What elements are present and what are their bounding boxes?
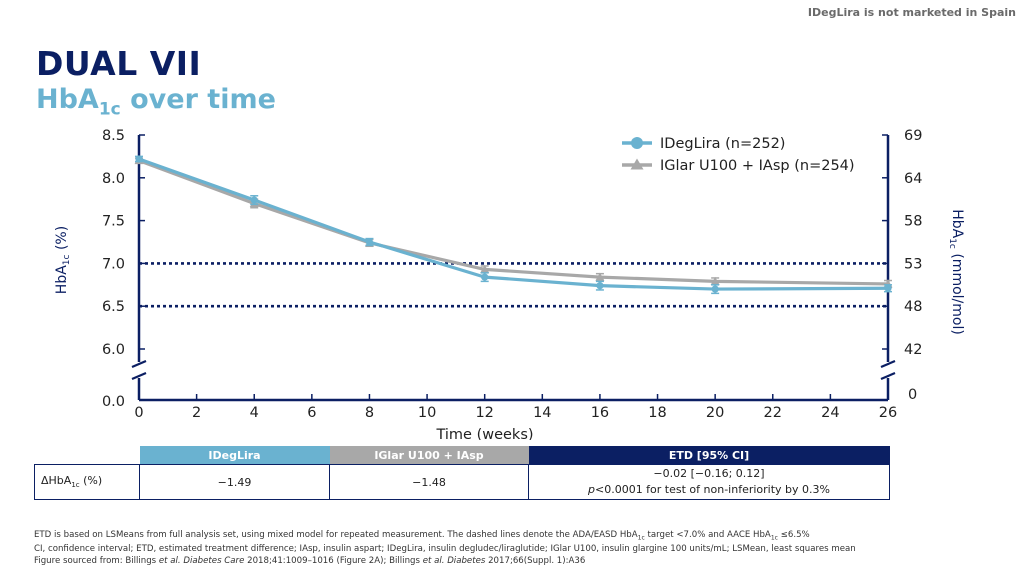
chart-axes xyxy=(131,135,896,402)
x-tick-label: 24 xyxy=(821,405,839,421)
row-label-hba1c: ΔHbA1c (%) xyxy=(34,464,140,500)
cell-iglar-value: −1.48 xyxy=(329,464,529,500)
y-right-tick-label: 48 xyxy=(904,299,922,315)
legend-label: IDegLira (n=252) xyxy=(660,136,785,152)
footnote-etd: ETD is based on LSMeans from full analys… xyxy=(34,530,810,542)
axis-break-mark xyxy=(880,371,896,381)
page-subtitle: HbA1c over time xyxy=(36,84,276,120)
data-point xyxy=(481,273,489,281)
data-point xyxy=(884,284,892,292)
cell-etd-value: −0.02 [−0.16; 0.12] p<0.0001 for test of… xyxy=(528,464,890,500)
page-title: DUAL VII xyxy=(36,44,202,83)
data-point xyxy=(595,272,605,281)
y-right-tick-label: 53 xyxy=(904,256,922,272)
chart-series xyxy=(134,155,893,295)
reference-lines xyxy=(139,262,888,308)
footnote-source: Figure sourced from: Billings et al. Dia… xyxy=(34,555,586,566)
axis-break-mark xyxy=(880,359,896,369)
y-right-tick-label: 58 xyxy=(904,214,922,230)
x-tick-label: 4 xyxy=(250,405,259,421)
disclaimer: IDegLira is not marketed in Spain xyxy=(807,6,1016,19)
x-tick-label: 2 xyxy=(192,405,201,421)
series-ideglira xyxy=(135,155,892,295)
x-tick-label: 6 xyxy=(307,405,316,421)
x-tick-label: 18 xyxy=(648,405,666,421)
axis-break-mark xyxy=(131,371,147,381)
series-line xyxy=(138,159,889,286)
x-tick-label: 22 xyxy=(764,405,782,421)
x-axis-label: Time (weeks) xyxy=(435,427,533,440)
footnotes: ETD is based on LSMeans from full analys… xyxy=(34,530,856,567)
x-tick-label: 10 xyxy=(418,405,436,421)
etd-table: IDegLira IGlar U100 + IAsp ETD [95% CI] … xyxy=(34,446,890,500)
y-left-zero-label: 0.0 xyxy=(102,394,125,410)
x-tick-label: 0 xyxy=(134,405,143,421)
table-header-iglar: IGlar U100 + IAsp xyxy=(329,446,529,465)
data-point xyxy=(250,196,258,204)
data-point xyxy=(480,264,490,273)
y-left-tick-label: 7.0 xyxy=(102,256,125,272)
x-tick-label: 14 xyxy=(533,405,551,421)
y-right-zero-label: 0 xyxy=(908,387,917,403)
series-line xyxy=(138,157,889,291)
legend-label: IGlar U100 + IAsp (n=254) xyxy=(660,158,855,174)
chart-legend: IDegLira (n=252) IGlar U100 + IAsp (n=254… xyxy=(622,136,855,174)
y-left-tick-label: 8.5 xyxy=(102,128,125,144)
footnote-abbreviations: CI, confidence interval; ETD, estimated … xyxy=(34,544,856,555)
y-left-tick-label: 7.5 xyxy=(102,214,125,230)
y-axis-label-left: HbA1c (%) xyxy=(54,226,72,294)
y-left-tick-label: 8.0 xyxy=(102,171,125,187)
x-tick-label: 20 xyxy=(706,405,724,421)
data-point xyxy=(365,238,374,246)
data-point xyxy=(135,155,143,163)
y-left-tick-label: 6.0 xyxy=(102,342,125,358)
x-tick-label: 8 xyxy=(365,405,374,421)
x-tick-label: 16 xyxy=(591,405,609,421)
table-header-ideglira: IDegLira xyxy=(139,446,330,465)
axis-break-mark xyxy=(131,359,147,369)
legend-circle-marker xyxy=(631,137,643,149)
x-tick-label: 26 xyxy=(879,405,897,421)
legend-triangle-marker xyxy=(630,158,644,170)
data-point xyxy=(596,282,604,290)
y-left-tick-label: 6.5 xyxy=(102,299,125,315)
series-iglar xyxy=(134,156,893,289)
x-tick-label: 12 xyxy=(475,405,493,421)
table-corner xyxy=(34,446,140,465)
y-right-tick-label: 64 xyxy=(904,171,922,187)
y-axis-label-right: HbA1c (mmol/mol) xyxy=(947,209,965,335)
y-right-tick-label: 69 xyxy=(904,128,922,144)
data-point xyxy=(711,285,719,293)
legend-item-iglar: IGlar U100 + IAsp (n=254) xyxy=(622,158,855,174)
y-right-tick-label: 42 xyxy=(904,342,922,358)
cell-ideglira-value: −1.49 xyxy=(139,464,330,500)
data-point xyxy=(710,276,720,285)
table-header-etd: ETD [95% CI] xyxy=(528,446,890,465)
table-row: ΔHbA1c (%) −1.49 −1.48 −0.02 [−0.16; 0.1… xyxy=(34,464,890,500)
legend-item-ideglira: IDegLira (n=252) xyxy=(622,136,785,152)
